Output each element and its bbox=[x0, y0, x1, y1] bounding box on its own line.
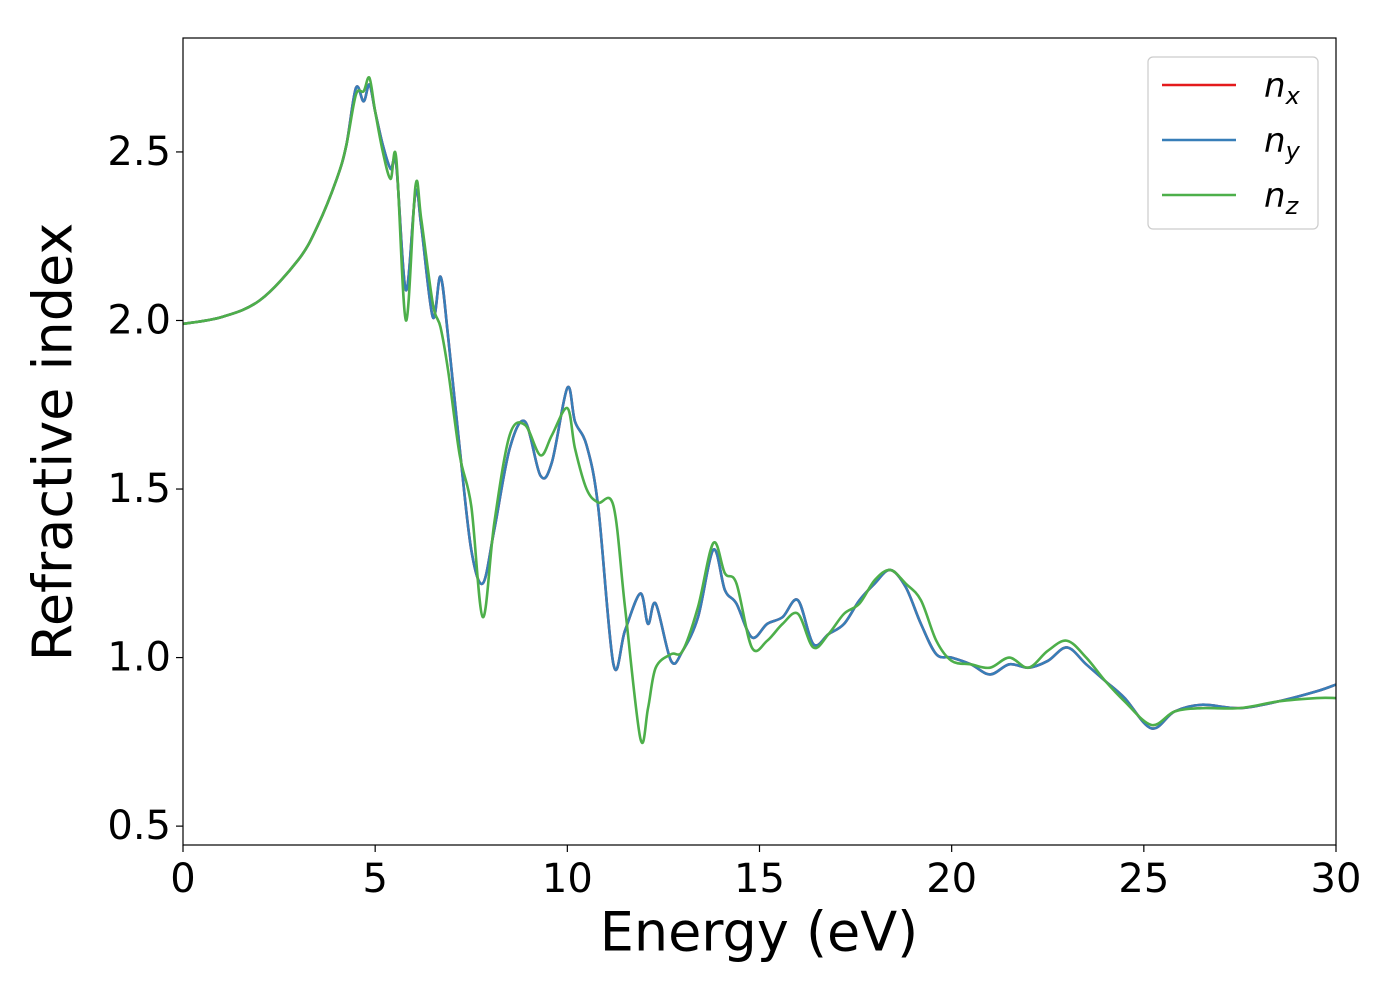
legend-label: nz bbox=[1264, 176, 1300, 221]
x-tick-label: 15 bbox=[734, 856, 785, 902]
x-tick-label: 30 bbox=[1311, 856, 1362, 902]
x-tick-label: 0 bbox=[170, 856, 195, 902]
x-tick-label: 25 bbox=[1118, 856, 1169, 902]
y-tick-label: 2.0 bbox=[107, 297, 171, 343]
legend-label: nx bbox=[1264, 66, 1301, 111]
x-tick-label: 20 bbox=[926, 856, 977, 902]
y-tick-label: 1.0 bbox=[107, 635, 171, 681]
y-tick-label: 2.5 bbox=[107, 129, 171, 175]
y-axis-label: Refractive index bbox=[22, 223, 85, 662]
plot-frame bbox=[182, 37, 1337, 846]
x-axis-label: Energy (eV) bbox=[600, 901, 919, 964]
y-tick-label: 0.5 bbox=[107, 803, 171, 849]
legend-label: ny bbox=[1264, 121, 1301, 166]
y-tick-label: 1.5 bbox=[107, 466, 171, 512]
series-line bbox=[183, 75, 1336, 745]
legend-box bbox=[1147, 56, 1319, 230]
x-tick-label: 10 bbox=[542, 856, 593, 902]
x-tick-label: 5 bbox=[362, 856, 387, 902]
legend: nx ny nz bbox=[1147, 56, 1319, 230]
